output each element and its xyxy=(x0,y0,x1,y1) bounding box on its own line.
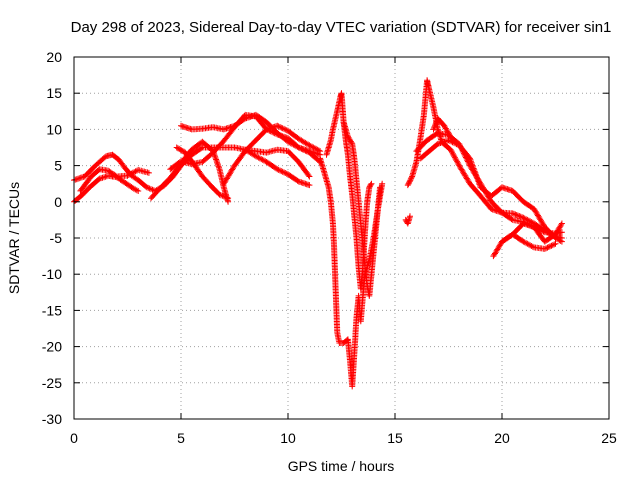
data-marker xyxy=(220,122,324,187)
x-tick-label: 15 xyxy=(387,430,403,446)
data-marker xyxy=(242,146,313,189)
data-marker xyxy=(499,231,559,252)
x-tick-label: 25 xyxy=(601,430,617,446)
axis-ticks: 0 5 10 15 20 25 -30 -25 -20 -15 -10 -5 0 5 10 15 20 xyxy=(42,49,617,446)
series-arc-17 xyxy=(430,115,454,140)
y-tick-label: -30 xyxy=(42,411,62,427)
y-tick-label: -25 xyxy=(42,375,62,391)
series-arc-13 xyxy=(402,213,413,227)
x-tick-label: 0 xyxy=(70,430,78,446)
data-marker xyxy=(417,137,565,245)
y-tick-label: 15 xyxy=(46,85,62,101)
x-tick-label: 10 xyxy=(280,430,296,446)
y-tick-label: 20 xyxy=(46,49,62,65)
x-tick-label: 20 xyxy=(494,430,510,446)
data-marker xyxy=(173,144,232,202)
x-axis-label: GPS time / hours xyxy=(288,458,395,474)
data-marker xyxy=(340,119,384,299)
data-marker xyxy=(402,213,413,227)
y-tick-label: 5 xyxy=(54,158,62,174)
series-arc-12 xyxy=(340,119,384,299)
y-tick-label: 10 xyxy=(46,121,62,137)
data-marker xyxy=(77,166,152,194)
data-points xyxy=(71,77,565,390)
series-arc-19 xyxy=(499,231,559,252)
series-arc-5 xyxy=(173,144,232,202)
y-tick-label: -15 xyxy=(42,302,62,318)
y-tick-label: -10 xyxy=(42,266,62,282)
data-marker xyxy=(430,115,454,140)
y-tick-label: -5 xyxy=(50,230,63,246)
y-tick-label: -20 xyxy=(42,339,62,355)
grid xyxy=(74,57,609,419)
chart-title: Day 298 of 2023, Sidereal Day-to-day VTE… xyxy=(71,19,612,36)
series-arc-3 xyxy=(77,166,152,194)
y-tick-label: 0 xyxy=(54,194,62,210)
series-arc-7 xyxy=(178,111,324,158)
x-tick-label: 5 xyxy=(177,430,185,446)
series-arc-9 xyxy=(242,146,313,189)
data-marker xyxy=(178,111,324,158)
y-axis-label: SDTVAR / TECUs xyxy=(6,182,22,294)
series-arc-16 xyxy=(417,137,565,245)
series-arc-8 xyxy=(220,122,324,187)
